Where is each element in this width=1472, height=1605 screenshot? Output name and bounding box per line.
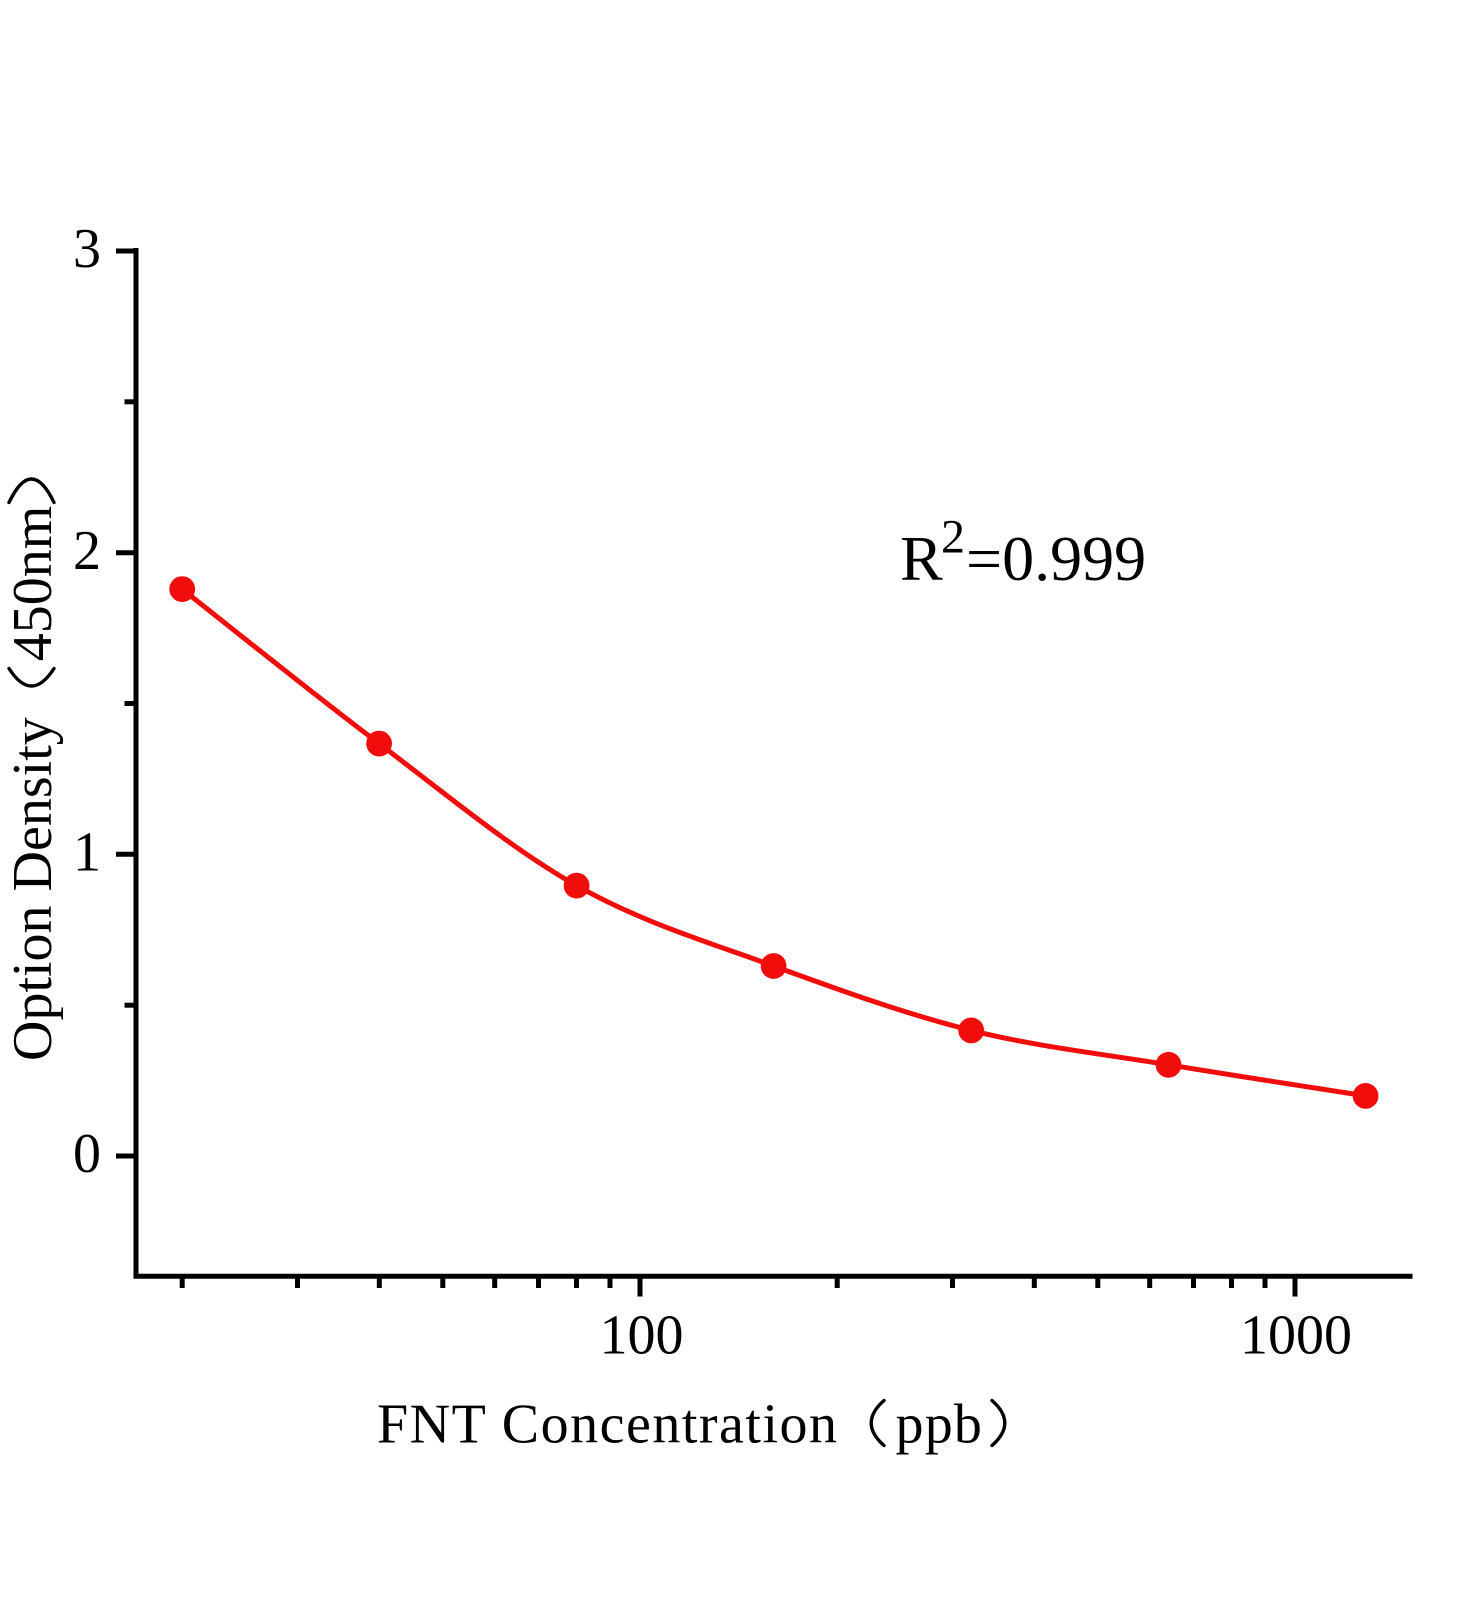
svg-text:3: 3 xyxy=(73,218,101,280)
svg-text:2: 2 xyxy=(73,520,101,582)
svg-text:=0.999: =0.999 xyxy=(966,523,1146,594)
svg-text:1000: 1000 xyxy=(1240,1305,1352,1367)
svg-text:450nm: 450nm xyxy=(2,506,64,662)
svg-text:Option Density: Option Density xyxy=(2,717,64,1061)
svg-text:R: R xyxy=(900,523,943,594)
svg-text:ppb: ppb xyxy=(896,1393,984,1455)
svg-text:1: 1 xyxy=(73,822,101,884)
svg-text:100: 100 xyxy=(600,1305,684,1367)
svg-text:0: 0 xyxy=(73,1123,101,1185)
svg-text:FNT Concentration: FNT Concentration xyxy=(377,1393,839,1455)
svg-text:2: 2 xyxy=(941,511,965,564)
